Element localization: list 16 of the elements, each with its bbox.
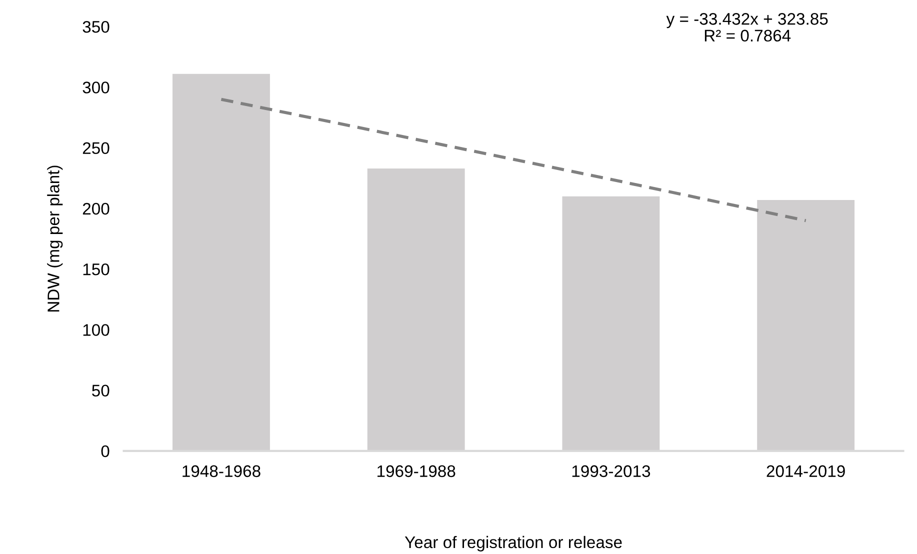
y-tick-label: 350 xyxy=(82,20,110,33)
annotation: y = -33.432x + 323.85 R² = 0.7864 xyxy=(666,13,828,42)
y-tick-label: 250 xyxy=(82,142,110,154)
y-tick-label: 0 xyxy=(101,445,110,458)
y-tick-label: 300 xyxy=(82,82,110,94)
y-tick-label: 200 xyxy=(82,202,110,215)
y-tick-label: 50 xyxy=(92,384,110,397)
y-tick-label: 150 xyxy=(83,263,110,276)
x-tick-label: 1993-2013 xyxy=(572,465,650,478)
y-axis-title: NDW (mg per plant) xyxy=(47,166,63,312)
x-axis-title: Year of registration or release xyxy=(404,536,622,552)
x-tick-label: 1969-1988 xyxy=(378,465,456,478)
x-tick-label: 2014-2019 xyxy=(766,465,845,478)
line-series xyxy=(220,98,808,222)
y-tick-label: 100 xyxy=(83,324,110,336)
x-tick-label: 1948-1968 xyxy=(182,465,260,478)
